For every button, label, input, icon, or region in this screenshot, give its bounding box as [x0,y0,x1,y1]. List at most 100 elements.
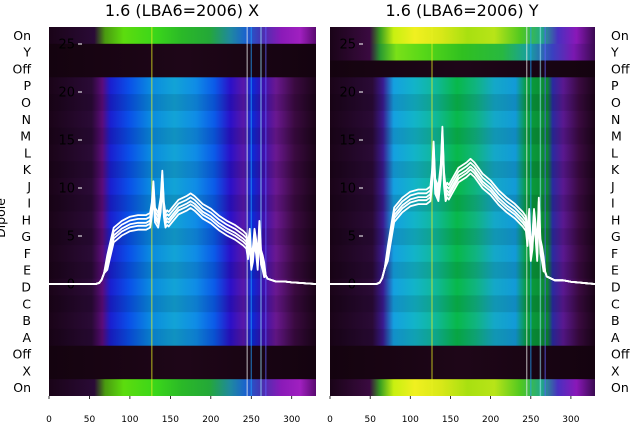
row-stripe [49,161,316,178]
y-tick-label: 0 [348,278,356,293]
x-ticks-right: 0 50 100 150 200 250 300 [327,396,580,425]
row-label: X [611,363,620,378]
band-on-bot [49,379,316,396]
spectral-line [265,27,267,396]
band-off-bot [49,345,316,363]
spectral-line [260,27,262,396]
row-label: On [13,28,31,43]
row-stripe [49,261,316,279]
row-label: N [22,112,31,127]
row-label: H [611,212,620,227]
x-tick-label: 150 [162,415,179,425]
x-tick-label: 50 [84,415,96,425]
y-ticks-left: 0 5 10 15 20 25 [58,38,82,293]
row-label: Off [13,61,32,76]
row-stripe [49,228,316,246]
row-stripe [330,94,595,111]
row-label: L [24,145,31,160]
spectral-line [539,27,542,396]
row-stripe [49,127,316,145]
row-label: D [611,280,621,295]
row-stripe [49,194,316,212]
row-label: C [611,296,620,311]
y-tick-label: 5 [67,230,75,245]
row-label: M [611,129,622,144]
curve-left [49,169,316,285]
row-label: L [611,145,618,160]
band-off-top [49,60,316,78]
row-label: Off [611,61,630,76]
band-dipoles [330,77,595,347]
row-label: M [20,129,31,144]
y-axis-label: Dipole [0,198,8,238]
x-ticks-left: 0 50 100 150 200 250 300 [46,396,301,425]
row-stripe [49,295,316,313]
x-tick-label: 300 [283,415,300,425]
row-label: A [611,330,620,345]
spectral-line [250,27,252,396]
row-stripe [330,127,595,145]
row-stripe [330,194,595,212]
row-label: P [611,78,619,93]
y-tick-label: 20 [58,86,75,101]
row-label: D [21,280,31,295]
row-label: G [21,229,31,244]
spectral-line [246,27,248,396]
row-label: F [24,246,31,261]
band-x [330,362,595,380]
row-label: On [13,380,31,395]
row-label: B [22,313,31,328]
x-tick-label: 300 [562,415,579,425]
row-stripe [330,228,595,246]
panel-right: 0 5 10 15 20 25 0 50 100 150 200 250 300 [327,27,595,425]
x-tick-label: 150 [442,415,459,425]
row-label: On [611,28,629,43]
y-tick-label: 20 [339,86,356,101]
row-label: B [611,313,620,328]
row-label: G [611,229,621,244]
row-stripe [49,328,316,346]
band-on-top [330,27,595,45]
row-stripe [330,261,595,279]
spectral-line [526,27,528,396]
panel-right-title: 1.6 (LBA6=2006) Y [385,1,538,20]
x-tick-label: 50 [364,415,376,425]
x-tick-label: 200 [482,415,499,425]
band-on-top [49,27,316,45]
row-label: P [23,78,31,93]
row-label: Y [22,45,31,60]
curve-trace [330,125,595,285]
row-label: J [26,179,31,194]
y-tick-label: 5 [348,230,356,245]
row-label: C [22,296,31,311]
heatmap-right [330,27,595,396]
row-label: I [611,196,615,211]
band-off-top [330,60,595,78]
y-tick-label: 15 [339,134,356,149]
spectral-line [530,27,532,396]
row-label: H [22,212,31,227]
row-label: Y [610,45,619,60]
y-ticks-right: 0 5 10 15 20 25 [339,38,363,293]
row-label: On [611,380,629,395]
spectral-line [544,27,546,396]
band-y [330,43,595,62]
x-tick-label: 0 [327,415,333,425]
row-label: Off [13,347,32,362]
heatmap-left [49,27,316,396]
row-label: F [611,246,618,261]
band-x [49,362,316,380]
row-label: N [611,112,620,127]
row-stripe [49,94,316,111]
y-tick-label: 25 [58,38,75,53]
row-label: E [611,263,619,278]
band-off-bot [330,345,595,363]
row-label: E [23,263,31,278]
x-tick-label: 250 [243,415,260,425]
x-tick-label: 100 [121,415,138,425]
row-label: K [611,162,620,177]
y-tick-label: 10 [58,182,75,197]
spectral-line [431,27,433,396]
